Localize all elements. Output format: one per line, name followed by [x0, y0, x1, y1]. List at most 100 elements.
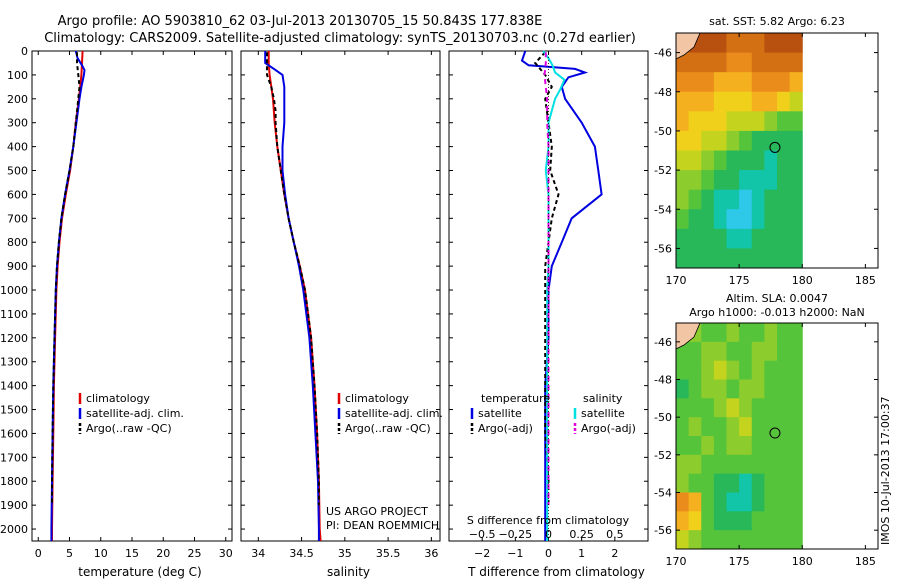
heatmap-cell [751, 111, 765, 132]
legend-satellite-label: satellite-adj. clim. [86, 407, 184, 420]
heatmap-cell [739, 511, 753, 531]
heatmap-cell [688, 52, 702, 73]
s-tick-label: −0.5 [469, 528, 496, 541]
heatmap-cell [701, 228, 715, 249]
heatmap-cell [676, 360, 690, 380]
heatmap-cell [688, 511, 702, 531]
heatmap-cell [751, 379, 765, 399]
heatmap-cell [789, 130, 803, 151]
heatmap-cell [789, 511, 803, 531]
heatmap-cell [726, 248, 740, 269]
legend-s-argo-label: Argo(-adj) [581, 422, 636, 435]
x-tick-label: 35.5 [376, 547, 401, 560]
heatmap-cell [764, 492, 778, 512]
heatmap-cell [777, 111, 791, 132]
heatmap-cell [726, 228, 740, 249]
y-tick-label: 1900 [0, 499, 28, 512]
heatmap-cell [676, 170, 690, 191]
heatmap-cell [789, 398, 803, 418]
heatmap-cell [739, 360, 753, 380]
heatmap-cell [764, 111, 778, 132]
y-tick-label: -54 [654, 487, 672, 500]
heatmap-cell [789, 111, 803, 132]
heatmap-cell [777, 398, 791, 418]
heatmap-cell [713, 130, 728, 151]
legend-t-argo-label: Argo(-adj) [478, 422, 533, 435]
heatmap-cell [777, 189, 791, 210]
figure-title-line-1: Argo profile: AO 5903810_62 03-Jul-2013 … [58, 14, 543, 29]
heatmap-cell [701, 209, 715, 230]
heatmap-cell [676, 72, 690, 93]
x-tick-label: 180 [792, 274, 813, 287]
legend-t-satellite-label: satellite [478, 407, 522, 420]
s-axis-label: S difference from climatology [467, 514, 630, 527]
heatmap-cell [777, 209, 791, 230]
heatmap-cell [751, 248, 765, 269]
y-tick-label: -46 [654, 47, 672, 60]
heatmap-cell [701, 341, 715, 362]
heatmap-cell [701, 323, 715, 343]
figure-title-line-2: Climatology: CARS2009. Satellite-adjuste… [44, 31, 636, 46]
y-tick-label: 2000 [0, 523, 28, 536]
heatmap-cell [713, 436, 728, 456]
legend-argo-label: Argo(..raw -QC) [86, 422, 172, 435]
heatmap-cell [688, 379, 702, 399]
y-tick-label: -56 [654, 242, 672, 255]
y-tick-label: 1000 [0, 284, 28, 297]
heatmap-cell [764, 530, 778, 550]
heatmap-cell [739, 111, 753, 132]
heatmap-cell [713, 417, 728, 437]
heatmap-cell [739, 130, 753, 151]
heatmap-cell [688, 248, 702, 269]
heatmap-cell [701, 436, 715, 456]
heatmap-cell [688, 341, 702, 362]
heatmap-cell [726, 530, 740, 550]
y-tick-label: 700 [7, 212, 28, 225]
heatmap-cell [739, 52, 753, 73]
x-tick-label: 2 [611, 547, 618, 560]
heatmap-cell [751, 52, 765, 73]
x-tick-label: 36 [424, 547, 438, 560]
y-tick-label: -48 [654, 86, 672, 99]
heatmap-cell [777, 130, 791, 151]
heatmap-cell [726, 341, 740, 362]
heatmap-cell [777, 248, 791, 269]
legend-temperature-title: temperature [481, 392, 550, 405]
difference-panel: −2 −1 0 1 2 T difference from climatology −0.5… [448, 50, 649, 579]
heatmap-cell [789, 170, 803, 191]
y-tick-label: -50 [654, 125, 672, 138]
heatmap-cell [701, 33, 715, 54]
heatmap-cell [688, 72, 702, 93]
heatmap-cell [764, 511, 778, 531]
heatmap-cell [764, 170, 778, 191]
heatmap-cell [713, 91, 728, 112]
heatmap-cell [676, 530, 690, 550]
heatmap-cell [713, 72, 728, 93]
heatmap-cell [777, 473, 791, 493]
timestamp-stamp: IMOS 10-Jul-2013 17:00:37 [879, 396, 892, 545]
heatmap-cell [726, 91, 740, 112]
heatmap-cell [764, 228, 778, 249]
heatmap-cell [751, 150, 765, 171]
heatmap-cell [777, 33, 791, 54]
heatmap-cell [789, 492, 803, 512]
x-tick-label: 34 [251, 547, 265, 560]
heatmap-cell [739, 323, 753, 343]
heatmap-cell [777, 72, 791, 93]
x-tick-label: 25 [188, 547, 202, 560]
heatmap-cell [688, 436, 702, 456]
heatmap-cell [777, 379, 791, 399]
heatmap-cell [789, 209, 803, 230]
heatmap-cell [726, 33, 740, 54]
x-tick-label: 5 [66, 547, 73, 560]
heatmap-cell [789, 360, 803, 380]
series-line-argo [51, 52, 81, 506]
x-tick-label: −1 [507, 547, 523, 560]
heatmap-cell [751, 209, 765, 230]
heatmap-cell [713, 248, 728, 269]
y-tick-label: 1800 [0, 475, 28, 488]
heatmap-cell [764, 248, 778, 269]
heatmap-cell [726, 52, 740, 73]
x-tick-label: 185 [855, 555, 876, 568]
heatmap-cell [701, 379, 715, 399]
